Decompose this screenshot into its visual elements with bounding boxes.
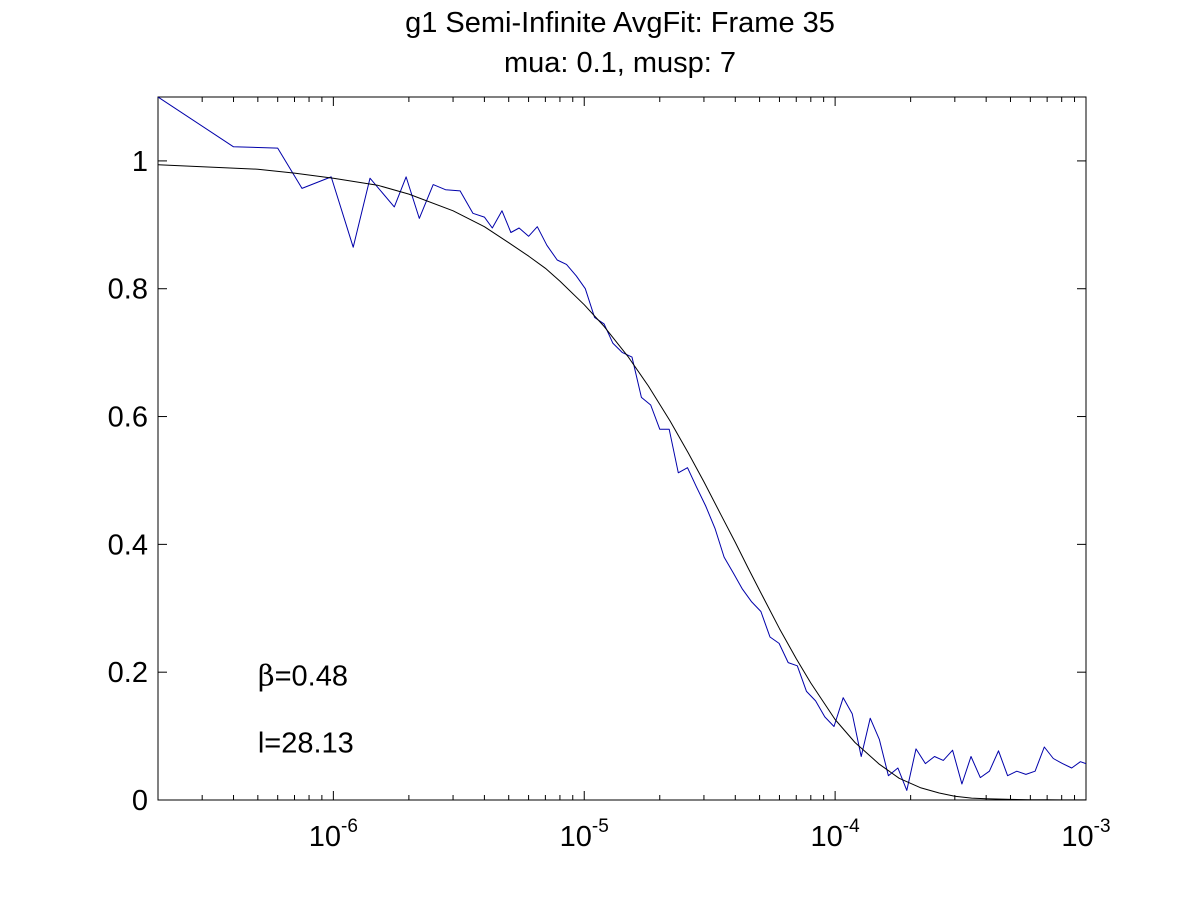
- annotation-value: l=28.13: [258, 727, 354, 759]
- y-tick-label: 1: [132, 146, 148, 178]
- beta-annotation: β=0.48: [258, 658, 348, 692]
- x-tick-base: 10: [1061, 821, 1093, 853]
- beta-symbol: β: [258, 658, 275, 692]
- x-tick-exponent: -6: [341, 816, 358, 837]
- x-tick-exponent: -5: [592, 816, 609, 837]
- x-tick-base: 10: [309, 821, 341, 853]
- x-tick-label: 10-6: [309, 816, 358, 853]
- x-tick-exponent: -4: [843, 816, 860, 837]
- y-tick-label: 0.4: [108, 529, 148, 561]
- x-tick-label: 10-3: [1061, 816, 1110, 853]
- plot-area: 10-6 10-5 10-4 10-300.20.40.60.81β=0.48l=28…: [108, 96, 1111, 853]
- x-tick-exponent: -3: [1094, 816, 1111, 837]
- annotation-value: =0.48: [275, 660, 348, 692]
- fit-curve-line: [158, 164, 1086, 800]
- y-tick-label: 0.8: [108, 274, 148, 306]
- axes-box: [157, 96, 1087, 801]
- x-tick-base: 10: [811, 821, 843, 853]
- y-tick-label: 0.6: [108, 402, 148, 434]
- chart-subtitle: mua: 0.1, musp: 7: [504, 47, 736, 79]
- y-tick-label: 0.2: [108, 657, 148, 689]
- chart-title: g1 Semi-Infinite AvgFit: Frame 35: [405, 7, 835, 39]
- x-tick-base: 10: [560, 821, 592, 853]
- x-tick-label: 10-4: [811, 816, 861, 853]
- y-tick-label: 0: [132, 785, 148, 817]
- series-group: [158, 97, 1086, 800]
- x-tick-label: 10-5: [560, 816, 609, 853]
- measured-data-line: [158, 97, 1086, 791]
- l-annotation: l=28.13: [258, 727, 354, 759]
